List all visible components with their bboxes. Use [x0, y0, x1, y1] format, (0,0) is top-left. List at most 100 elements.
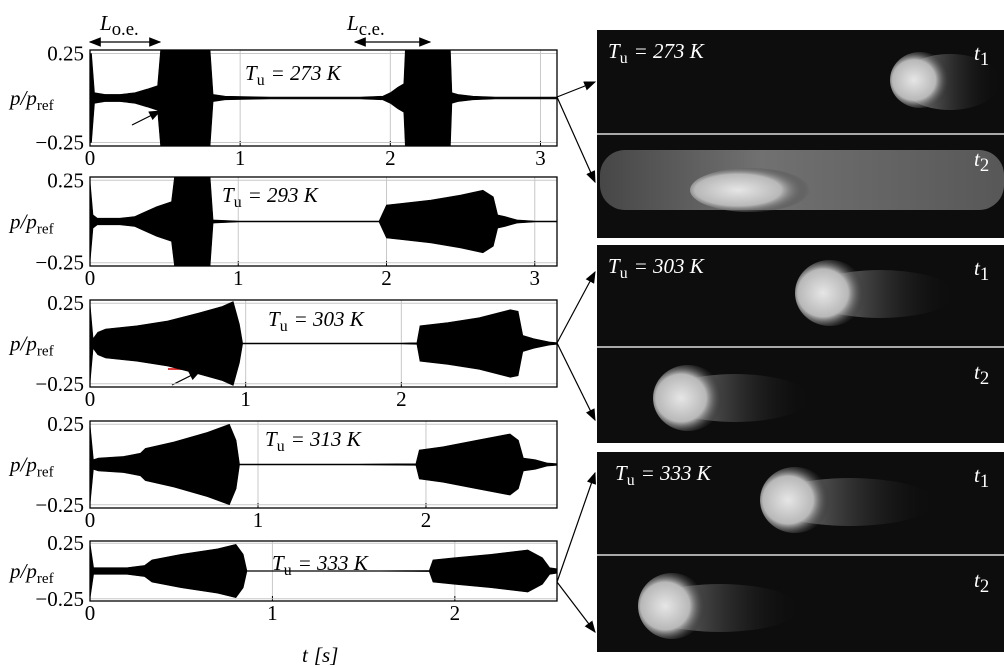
plot-frame	[89, 299, 558, 388]
plot-frame	[89, 420, 558, 509]
text: = 303 K	[294, 307, 365, 331]
subscript: ref	[37, 571, 55, 587]
symbol: p/p	[8, 210, 37, 234]
text: = 333 K	[298, 551, 369, 575]
text: [s]	[314, 643, 339, 667]
time-label: t1	[974, 256, 989, 285]
symbol: t	[974, 41, 981, 65]
x-tick-label: 1	[240, 387, 251, 411]
symbol: T	[245, 61, 258, 85]
subscript: u	[620, 265, 628, 282]
symbol: t	[974, 147, 981, 171]
flame-images	[597, 30, 1004, 652]
subscript: u	[234, 194, 242, 211]
symbol: T	[265, 427, 278, 451]
subscript: u	[627, 472, 635, 489]
symbol: p/p	[8, 332, 37, 356]
subscript: c.e.	[359, 19, 385, 40]
subscript: 1	[980, 49, 989, 70]
chart-title: Tu = 313 K	[265, 427, 362, 455]
chart-title: Tu = 333 K	[272, 551, 369, 579]
time-label: t2	[974, 360, 989, 389]
symbol: p/p	[8, 559, 37, 583]
y-axis-label: p/pref	[8, 86, 55, 114]
subscript: 2	[980, 576, 989, 597]
symbol: t	[974, 360, 981, 384]
subscript: 2	[980, 368, 989, 389]
flame	[690, 168, 810, 212]
symbol: T	[272, 551, 285, 575]
symbol: T	[222, 183, 235, 207]
subscript: u	[280, 318, 288, 335]
signal-envelope-lower	[89, 97, 558, 147]
signal-envelope-upper	[89, 49, 558, 99]
y-tick-label: −0.25	[35, 493, 84, 517]
subscript: 1	[980, 471, 989, 492]
x-tick-label: 3	[530, 266, 541, 290]
y-tick-label: −0.25	[35, 587, 84, 611]
signal-envelope-lower	[89, 221, 558, 267]
symbol: T	[608, 254, 621, 278]
x-axis-label: t [s]	[302, 643, 338, 667]
y-tick-label: 0.25	[47, 168, 84, 192]
time-label: t2	[974, 568, 989, 597]
length-label: Lc.e.	[346, 11, 385, 40]
x-tick-label: 1	[267, 601, 278, 625]
symbol: T	[615, 461, 628, 485]
symbol: T	[608, 39, 621, 63]
subscript: u	[620, 50, 628, 67]
y-axis-label: p/pref	[8, 453, 55, 481]
flame	[653, 365, 723, 431]
y-tick-label: −0.25	[35, 372, 84, 396]
signal-envelope-lower	[89, 570, 558, 599]
subscript: ref	[37, 98, 55, 114]
symbol: t	[974, 463, 981, 487]
y-axis-label: p/pref	[8, 332, 55, 360]
symbol: L	[99, 11, 112, 35]
x-tick-label: 2	[381, 266, 392, 290]
x-tick-label: 2	[421, 508, 432, 532]
arrow	[556, 342, 596, 422]
flame	[890, 52, 950, 108]
subscript: ref	[37, 222, 55, 238]
arrow	[556, 581, 596, 633]
symbol: p/p	[8, 453, 37, 477]
time-label: t2	[974, 147, 989, 176]
subscript: ref	[37, 465, 55, 481]
text: = 333 K	[641, 461, 712, 485]
time-label: t1	[974, 41, 989, 70]
symbol: p/p	[8, 86, 37, 110]
x-tick-label: 2	[450, 601, 461, 625]
panel-label: Tu = 333 K	[615, 461, 712, 489]
subscript: u	[257, 72, 265, 89]
plot-frame	[89, 540, 558, 602]
chart-title: Tu = 303 K	[268, 307, 365, 335]
plot-frame	[89, 176, 558, 267]
y-tick-label: 0.25	[47, 531, 84, 555]
symbol: t	[974, 568, 981, 592]
signal-envelope-lower	[89, 464, 558, 506]
subscript: u	[277, 438, 285, 455]
length-label: Lo.e.	[99, 11, 139, 40]
signal-envelope-lower	[89, 343, 558, 386]
subscript: ref	[37, 344, 55, 360]
text: = 273 K	[634, 39, 705, 63]
x-tick-label: 0	[85, 146, 96, 170]
subscript: 2	[980, 155, 989, 176]
arrow	[556, 471, 596, 583]
flame	[760, 467, 830, 533]
signal-envelope-upper	[89, 176, 558, 222]
x-tick-label: 3	[535, 146, 546, 170]
flame	[795, 260, 865, 326]
x-tick-label: 2	[396, 387, 407, 411]
subscript: 1	[980, 264, 989, 285]
symbol: T	[268, 307, 281, 331]
y-tick-label: −0.25	[35, 251, 84, 275]
symbol: t	[974, 256, 981, 280]
symbol: t	[302, 643, 309, 667]
chart-title: Tu = 273 K	[245, 61, 342, 89]
panel-label: Tu = 303 K	[608, 254, 705, 282]
arrow	[131, 110, 162, 126]
arrow	[556, 270, 596, 344]
